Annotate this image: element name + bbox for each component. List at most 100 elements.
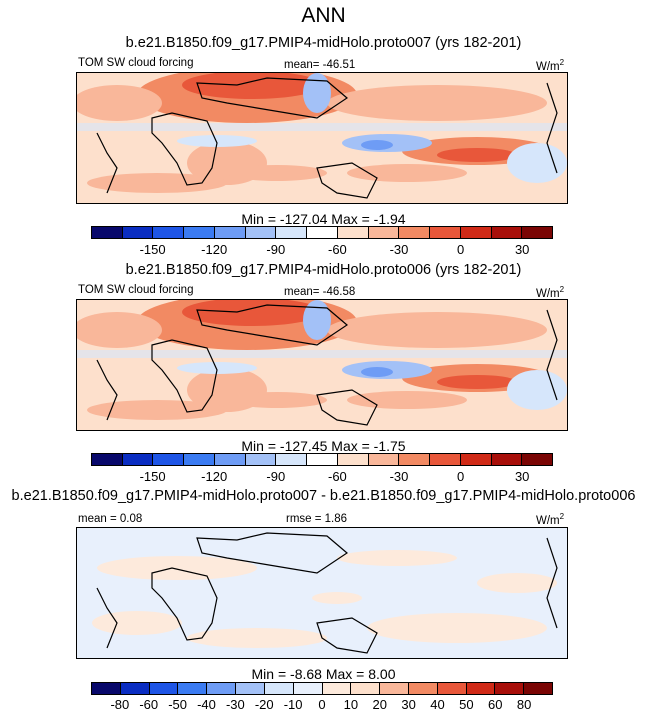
colorbar-tick-label: -60 [139, 697, 159, 712]
colorbar-tick-label: -120 [201, 242, 228, 257]
colorbar-tick-label: 30 [514, 469, 530, 484]
panel3-units: W/m2 [536, 512, 564, 527]
colorbar-tick-label: 0 [456, 242, 465, 257]
colorbar-tick-label: -60 [327, 469, 347, 484]
colorbar-swatch [214, 227, 246, 238]
colorbar-tick-label: -40 [197, 697, 216, 712]
colorbar-swatch [307, 454, 338, 465]
colorbar-swatch [368, 227, 400, 238]
colorbar-tick-label: -30 [389, 242, 409, 257]
colorbar-swatch [460, 227, 492, 238]
panel3-rmse-label: rmse = 1.86 [286, 513, 348, 525]
colorbar-tick-label: 0 [456, 469, 465, 484]
colorbar-swatch [120, 683, 150, 694]
colorbar-swatch [92, 683, 121, 694]
colorbar-swatch [153, 454, 185, 465]
colorbar-tick-label: -30 [225, 697, 245, 712]
colorbar-tick-label: -150 [139, 469, 166, 484]
colorbar-swatch [399, 227, 431, 238]
panel2-minmax: Min = -127.45 Max = -1.75 [241, 438, 406, 454]
panel3-units-text: W/m [536, 514, 560, 527]
colorbar-swatch [92, 454, 123, 465]
colorbar-tick-label: 30 [514, 242, 530, 257]
colorbar-swatch [245, 227, 277, 238]
panel1-units-sup: 2 [559, 58, 565, 67]
colorbar-tick-label: -80 [110, 697, 130, 712]
panel1-map-canvas [77, 73, 567, 203]
panel1-colorbar [91, 226, 553, 239]
colorbar-swatch [437, 683, 467, 694]
colorbar-swatch [337, 454, 369, 465]
figure-title: ANN [301, 4, 346, 27]
colorbar-tick-label: -10 [283, 697, 303, 712]
panel2-units-sup: 2 [559, 285, 565, 294]
colorbar-tick-label: 50 [459, 697, 474, 712]
colorbar-tick-label: -150 [139, 242, 166, 257]
colorbar-swatch [293, 683, 323, 694]
colorbar-swatch [522, 454, 553, 465]
panel3-mean-label: mean = 0.08 [78, 513, 143, 525]
panel3-minmax: Min = -8.68 Max = 8.00 [251, 666, 396, 682]
colorbar-swatch [276, 227, 308, 238]
colorbar-swatch [236, 683, 265, 694]
panel2-colorbar [91, 453, 553, 466]
colorbar-swatch [460, 454, 492, 465]
panel2-variable-label: TOM SW cloud forcing [78, 284, 194, 296]
colorbar-swatch [368, 454, 400, 465]
panel1-mean-label: mean= -46.51 [284, 59, 356, 71]
panel2-mean-label: mean= -46.58 [284, 286, 356, 298]
colorbar-swatch [408, 683, 438, 694]
panel1-variable-label: TOM SW cloud forcing [78, 57, 194, 69]
colorbar-swatch [337, 227, 369, 238]
colorbar-swatch [351, 683, 381, 694]
colorbar-tick-label: -50 [168, 697, 188, 712]
colorbar-tick-label: -60 [327, 242, 347, 257]
panel2-case-title: b.e21.B1850.f09_g17.PMIP4-midHolo.proto0… [125, 262, 522, 278]
colorbar-swatch [245, 454, 277, 465]
colorbar-swatch [264, 683, 294, 694]
colorbar-swatch [122, 454, 154, 465]
panel2-units: W/m2 [536, 285, 564, 300]
panel1-units: W/m2 [536, 58, 564, 73]
colorbar-swatch [322, 683, 352, 694]
colorbar-swatch [430, 454, 461, 465]
panel3-map-canvas [77, 528, 567, 658]
colorbar-swatch [184, 227, 215, 238]
colorbar-tick-label: -90 [266, 242, 286, 257]
colorbar-tick-label: 20 [372, 697, 387, 712]
colorbar-swatch [430, 227, 461, 238]
colorbar-swatch [307, 227, 338, 238]
panel2-map-canvas [77, 300, 567, 430]
panel2-map [76, 299, 568, 431]
panel1-minmax: Min = -127.04 Max = -1.94 [241, 211, 406, 227]
panel1-map [76, 72, 568, 204]
colorbar-swatch [153, 227, 185, 238]
colorbar-tick-label: -30 [389, 469, 409, 484]
colorbar-swatch [122, 227, 154, 238]
panel3-case-title: b.e21.B1850.f09_g17.PMIP4-midHolo.proto0… [11, 488, 636, 504]
panel3-map [76, 527, 568, 659]
colorbar-tick-label: 10 [343, 697, 359, 712]
panel3-colorbar [91, 682, 553, 695]
colorbar-tick-label: -90 [266, 469, 286, 484]
colorbar-tick-label: 40 [430, 697, 445, 712]
colorbar-tick-label: 0 [318, 697, 326, 712]
colorbar-swatch [149, 683, 179, 694]
colorbar-swatch [214, 454, 246, 465]
colorbar-tick-label: 80 [516, 697, 532, 712]
colorbar-tick-label: 30 [401, 697, 416, 712]
colorbar-swatch [466, 683, 496, 694]
colorbar-swatch [491, 454, 523, 465]
panel1-case-title: b.e21.B1850.f09_g17.PMIP4-midHolo.proto0… [125, 35, 522, 51]
colorbar-swatch [522, 227, 553, 238]
colorbar-swatch [491, 227, 523, 238]
colorbar-swatch [524, 683, 552, 694]
colorbar-swatch [276, 454, 308, 465]
colorbar-swatch [184, 454, 215, 465]
colorbar-swatch [399, 454, 431, 465]
panel1-units-text: W/m [536, 60, 560, 73]
colorbar-swatch [380, 683, 409, 694]
colorbar-swatch [495, 683, 525, 694]
panel3-units-sup: 2 [559, 512, 565, 521]
colorbar-tick-label: -20 [254, 697, 274, 712]
